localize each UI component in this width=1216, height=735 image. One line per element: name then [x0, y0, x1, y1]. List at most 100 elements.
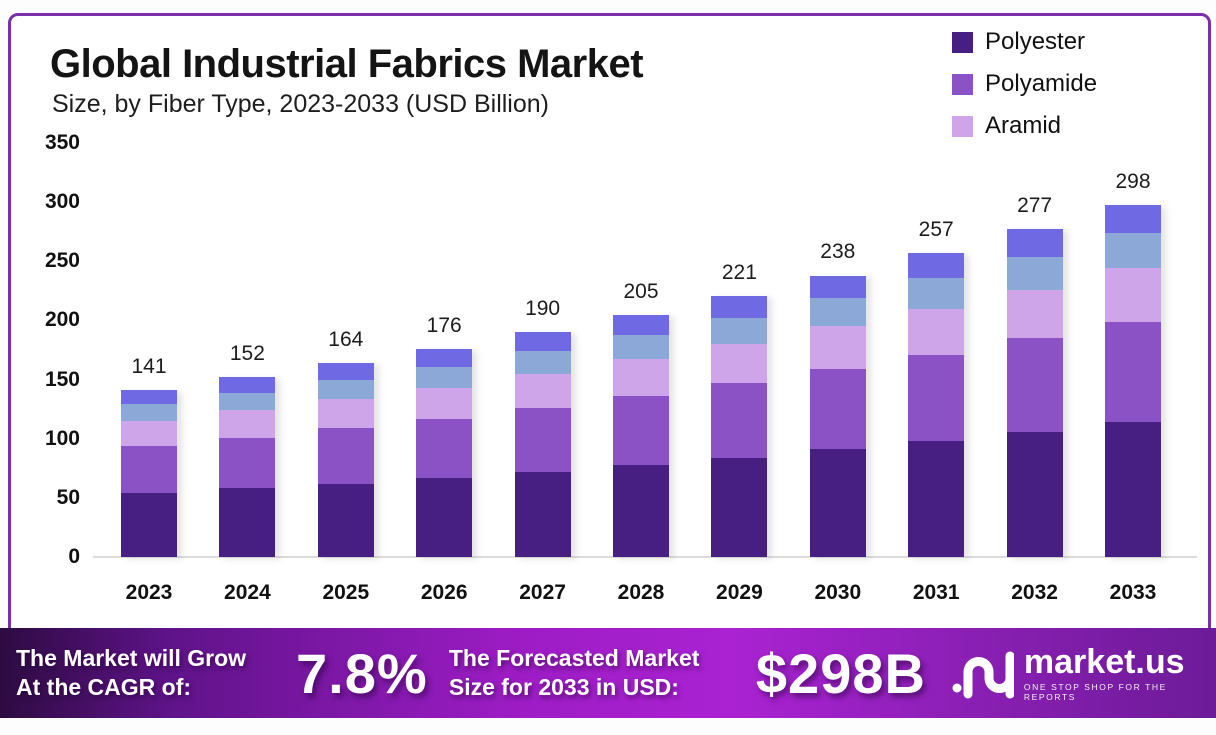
stacked-bar-2024: [219, 377, 276, 557]
cagr-label: The Market will Grow At the CAGR of:: [16, 644, 289, 702]
bar-segment-aramid: [613, 359, 669, 397]
stacked-bar-2029: [711, 295, 768, 557]
bar-segment-unlabeled-periwinkle: [908, 253, 965, 278]
bar-segment-aramid: [121, 420, 177, 446]
bar-segment-aramid: [317, 398, 374, 429]
bar-segment-polyamide: [514, 407, 571, 472]
bar-total-label-2026: 176: [426, 313, 462, 337]
bar-segment-polyester: [711, 457, 768, 557]
bar-segment-polyester: [908, 441, 965, 557]
bar-segment-unlabeled-steel-blue: [514, 351, 571, 374]
bar-segment-polyamide: [317, 428, 374, 484]
bar-segment-polyester: [514, 471, 571, 557]
legend-swatch-polyester: [952, 31, 973, 53]
stacked-bar-2030: [809, 275, 866, 557]
forecast-value: $298B: [755, 641, 926, 705]
bar-segment-unlabeled-steel-blue: [1105, 232, 1161, 269]
y-axis-tick-250: 250: [44, 249, 80, 273]
bar-segment-polyester: [121, 493, 177, 557]
bar-segment-polyamide: [613, 396, 669, 465]
bar-segment-unlabeled-steel-blue: [121, 404, 177, 421]
bar-segment-unlabeled-periwinkle: [711, 295, 768, 319]
bar-segment-unlabeled-periwinkle: [1006, 229, 1063, 257]
x-axis-tick-2031: 2031: [912, 581, 960, 604]
bar-total-label-2033: 298: [1115, 169, 1151, 193]
legend-swatch-aramid: [952, 115, 973, 137]
bar-segment-aramid: [514, 373, 571, 408]
bar-segment-unlabeled-steel-blue: [809, 297, 866, 327]
logo-text-block: market.us ONE STOP SHOP FOR THE REPORTS: [1024, 645, 1216, 702]
bar-segment-unlabeled-periwinkle: [514, 332, 571, 352]
bar-segment-unlabeled-periwinkle: [809, 275, 866, 298]
bar-segment-unlabeled-steel-blue: [613, 334, 669, 360]
x-axis-tick-2033: 2033: [1109, 581, 1157, 604]
bar-segment-polyamide: [711, 383, 768, 458]
bar-segment-polyamide: [908, 354, 965, 442]
y-axis-tick-100: 100: [44, 426, 80, 450]
y-axis-tick-150: 150: [44, 367, 80, 391]
bar-segment-polyester: [809, 449, 866, 557]
legend-item-polyester: Polyester: [952, 28, 1097, 55]
bar-segment-unlabeled-steel-blue: [416, 366, 473, 388]
bar-segment-polyester: [1006, 431, 1063, 557]
stacked-bar-2027: [514, 332, 571, 557]
bar-segment-polyester: [1105, 422, 1161, 557]
stacked-bar-2032: [1006, 229, 1063, 557]
logo-name: market.us: [1023, 642, 1185, 681]
logo-tagline: ONE STOP SHOP FOR THE REPORTS: [1023, 681, 1167, 702]
bar-segment-polyamide: [219, 437, 276, 489]
x-axis-tick-2032: 2032: [1011, 581, 1058, 604]
bar-segment-polyester: [219, 488, 276, 557]
bar-segment-unlabeled-steel-blue: [908, 277, 965, 309]
bar-total-label-2025: 164: [328, 328, 364, 351]
y-axis-tick-200: 200: [44, 308, 80, 332]
bar-total-label-2029: 221: [721, 260, 757, 284]
stacked-bar-2033: [1105, 204, 1161, 557]
stacked-bar-2023: [121, 390, 177, 557]
bar-segment-unlabeled-periwinkle: [613, 314, 669, 335]
forecast-label-line2: Size for 2033 in USD:: [448, 674, 679, 700]
bar-segment-aramid: [908, 308, 965, 355]
legend-label-aramid: Aramid: [985, 112, 1062, 139]
x-axis-tick-2029: 2029: [716, 581, 763, 604]
cagr-label-line2: At the CAGR of:: [16, 674, 192, 700]
bar-segment-unlabeled-periwinkle: [121, 390, 177, 405]
bar-segment-polyamide: [809, 368, 866, 450]
y-axis-tick-350: 350: [44, 131, 80, 154]
bar-segment-unlabeled-periwinkle: [219, 377, 276, 393]
bar-segment-aramid: [711, 344, 768, 384]
bar-total-label-2023: 141: [131, 355, 167, 379]
cagr-label-line1: The Market will Grow: [16, 645, 247, 671]
legend-item-polyamide: Polyamide: [952, 70, 1097, 97]
x-axis-tick-2023: 2023: [125, 581, 173, 604]
marketus-logo[interactable]: market.us ONE STOP SHOP FOR THE REPORTS: [952, 642, 1216, 705]
y-axis-tick-0: 0: [68, 545, 80, 568]
x-axis-tick-2027: 2027: [519, 581, 566, 604]
bar-total-label-2031: 257: [918, 218, 954, 241]
page-title: Global Industrial Fabrics Market: [50, 42, 644, 86]
x-axis-line: [93, 556, 1197, 558]
stacked-bar-2025: [317, 363, 374, 557]
bar-segment-polyester: [317, 483, 374, 557]
legend-label-polyester: Polyester: [985, 28, 1086, 55]
bar-segment-unlabeled-steel-blue: [317, 379, 374, 399]
bar-segment-unlabeled-periwinkle: [1105, 204, 1161, 233]
bar-segment-polyester: [416, 477, 473, 557]
bar-segment-polyamide: [1006, 338, 1063, 432]
bar-segment-unlabeled-steel-blue: [219, 392, 276, 411]
x-axis-tick-2025: 2025: [322, 581, 370, 604]
bar-segment-aramid: [1006, 289, 1063, 339]
x-axis-tick-2026: 2026: [420, 581, 468, 604]
cagr-value: 7.8%: [295, 641, 428, 705]
bar-segment-aramid: [809, 326, 866, 369]
legend-swatch-polyamide: [952, 73, 973, 95]
y-axis-tick-300: 300: [44, 190, 80, 214]
forecast-label-line1: The Forecasted Market: [448, 645, 700, 671]
bar-total-label-2028: 205: [623, 279, 659, 303]
x-axis-tick-2024: 2024: [224, 581, 271, 604]
bar-segment-unlabeled-steel-blue: [711, 318, 768, 345]
y-axis-tick-50: 50: [56, 485, 80, 509]
stacked-bar-2031: [908, 253, 965, 557]
marketus-logo-icon: [952, 642, 1015, 705]
